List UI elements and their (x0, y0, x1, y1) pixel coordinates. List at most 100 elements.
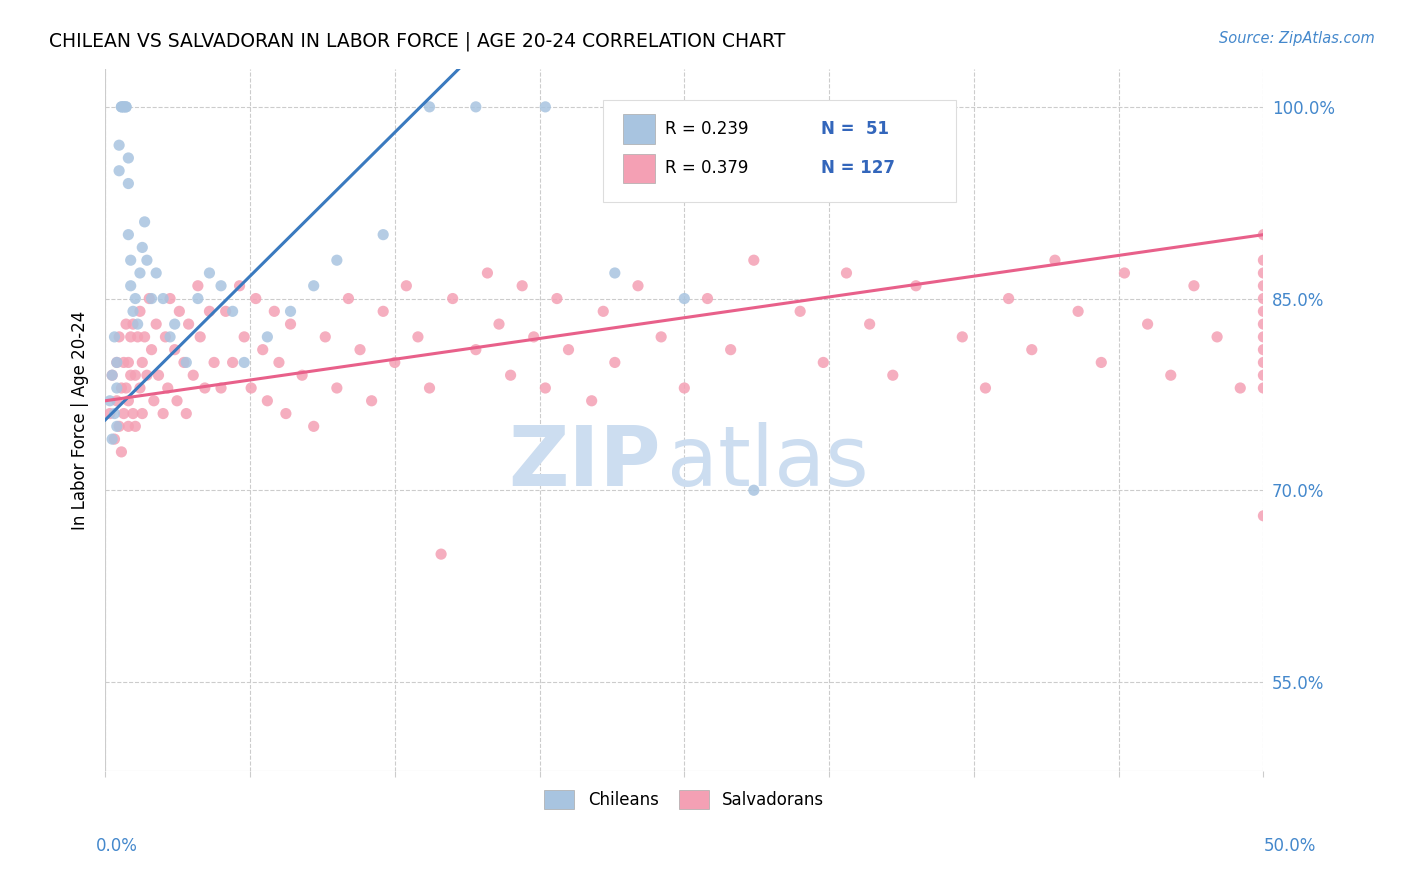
Point (245, 292, 267, 306)
Point (112, 100, 135, 114)
Point (499, 368, 522, 383)
Text: atlas: atlas (666, 422, 869, 502)
Point (221, 304, 243, 318)
Point (117, 393, 139, 408)
Point (1253, 368, 1275, 383)
Point (131, 240, 153, 254)
Point (813, 355, 835, 369)
Point (1090, 355, 1112, 369)
Legend: Chileans, Salvadorans: Chileans, Salvadorans (538, 783, 831, 816)
Point (603, 266, 626, 280)
Point (198, 304, 221, 318)
Point (112, 355, 135, 369)
Point (105, 355, 128, 369)
Point (159, 330, 181, 344)
Point (198, 266, 221, 280)
Point (997, 292, 1019, 306)
Point (1253, 508, 1275, 523)
Point (108, 330, 131, 344)
Point (534, 381, 557, 395)
Point (117, 227, 139, 242)
Point (105, 393, 128, 408)
Text: ZIP: ZIP (509, 422, 661, 502)
Point (418, 381, 440, 395)
Point (108, 163, 131, 178)
Point (110, 445, 132, 459)
Point (156, 381, 179, 395)
Point (209, 278, 232, 293)
Point (256, 393, 278, 408)
Point (228, 278, 250, 293)
Point (742, 483, 765, 498)
Point (98, 393, 121, 408)
Point (134, 330, 156, 344)
Point (174, 407, 197, 421)
Text: R = 0.239: R = 0.239 (665, 120, 748, 138)
Point (373, 304, 395, 318)
Point (187, 292, 209, 306)
Text: 0.0%: 0.0% (96, 837, 138, 855)
Point (221, 355, 243, 369)
Point (1253, 266, 1275, 280)
Point (950, 330, 973, 344)
Point (124, 419, 146, 434)
Point (135, 368, 157, 383)
Text: Source: ZipAtlas.com: Source: ZipAtlas.com (1219, 31, 1375, 46)
Text: N =  51: N = 51 (821, 120, 889, 138)
Point (430, 547, 453, 561)
Point (1253, 292, 1275, 306)
Point (523, 330, 546, 344)
Point (138, 292, 160, 306)
Point (129, 266, 152, 280)
Point (145, 317, 167, 331)
Point (134, 215, 156, 229)
Point (112, 100, 135, 114)
Point (1114, 266, 1136, 280)
Point (105, 419, 128, 434)
Point (904, 278, 927, 293)
Point (240, 381, 263, 395)
Point (464, 100, 486, 114)
Point (488, 317, 510, 331)
Point (110, 381, 132, 395)
Point (1253, 343, 1275, 357)
Point (122, 317, 145, 331)
Point (194, 381, 217, 395)
Point (181, 368, 204, 383)
Point (112, 407, 135, 421)
Point (1253, 304, 1275, 318)
Point (696, 292, 718, 306)
Point (1043, 253, 1066, 268)
Point (627, 278, 650, 293)
Point (835, 266, 858, 280)
Point (105, 381, 128, 395)
Point (789, 304, 811, 318)
Point (1067, 304, 1090, 318)
Point (373, 227, 395, 242)
Point (360, 393, 382, 408)
Bar (623, 114, 655, 144)
FancyBboxPatch shape (603, 100, 956, 202)
Point (1253, 355, 1275, 369)
Point (122, 304, 145, 318)
Point (603, 355, 626, 369)
Point (141, 343, 163, 357)
Point (173, 355, 195, 369)
Text: CHILEAN VS SALVADORAN IN LABOR FORCE | AGE 20-24 CORRELATION CHART: CHILEAN VS SALVADORAN IN LABOR FORCE | A… (49, 31, 786, 51)
Point (291, 368, 314, 383)
Point (233, 330, 256, 344)
Point (418, 100, 440, 114)
Point (209, 381, 232, 395)
Point (115, 317, 138, 331)
Point (326, 381, 349, 395)
Point (188, 330, 211, 344)
Point (145, 266, 167, 280)
Point (1136, 317, 1159, 331)
Point (1206, 330, 1229, 344)
Point (673, 292, 696, 306)
Point (314, 330, 336, 344)
Point (1253, 317, 1275, 331)
Point (349, 343, 371, 357)
Point (280, 317, 302, 331)
Point (117, 177, 139, 191)
